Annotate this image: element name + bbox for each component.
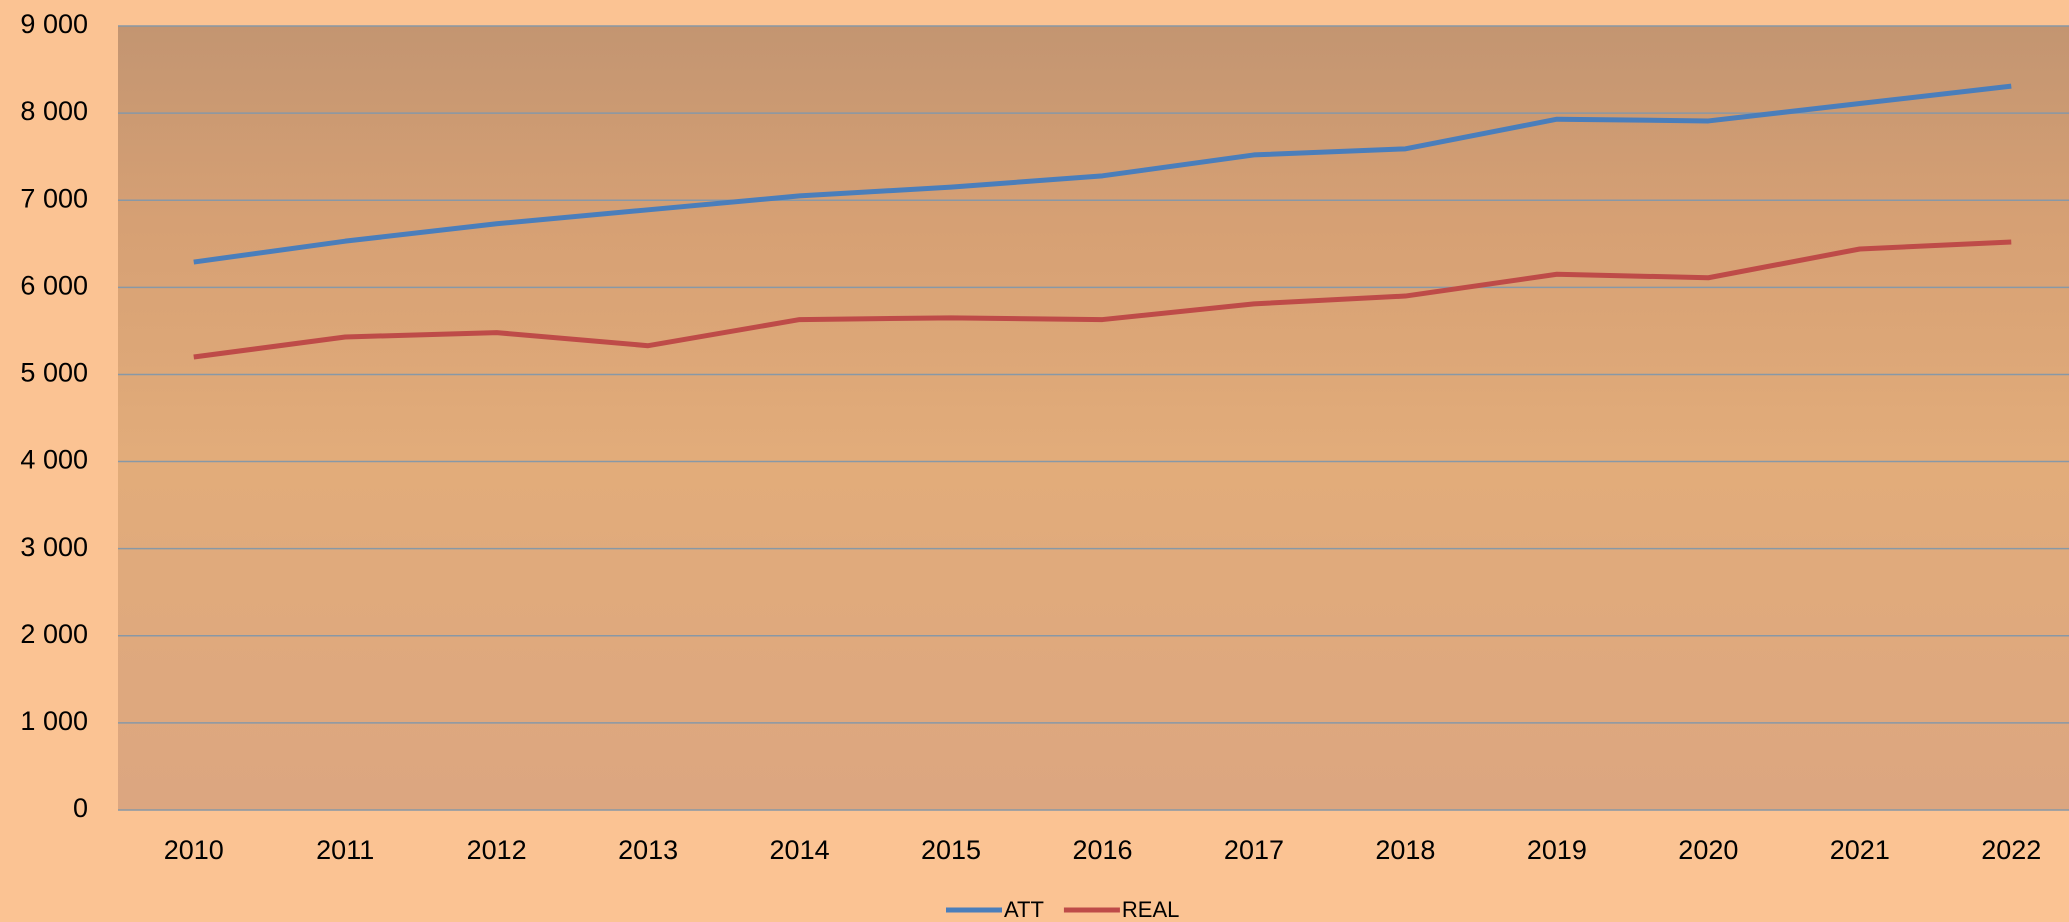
x-tick-label: 2016 bbox=[1072, 835, 1132, 865]
y-tick-label: 4 000 bbox=[20, 445, 88, 475]
plot-background bbox=[118, 26, 2069, 810]
x-tick-label: 2020 bbox=[1678, 835, 1738, 865]
line-series bbox=[193, 239, 2012, 360]
x-tick-label: 2019 bbox=[1527, 835, 1587, 865]
legend-item: ATT bbox=[946, 897, 1044, 922]
x-tick-label: 2015 bbox=[921, 835, 981, 865]
line-series bbox=[193, 83, 2012, 265]
x-tick-label: 2012 bbox=[467, 835, 527, 865]
y-tick-label: 8 000 bbox=[20, 96, 88, 126]
legend-item: REAL bbox=[1063, 897, 1179, 922]
y-tick-label: 5 000 bbox=[20, 358, 88, 388]
x-tick-label: 2017 bbox=[1224, 835, 1284, 865]
x-tick-label: 2010 bbox=[164, 835, 224, 865]
y-tick-label: 0 bbox=[73, 793, 88, 823]
legend-label: REAL bbox=[1122, 897, 1179, 922]
y-tick-label: 7 000 bbox=[20, 183, 88, 213]
y-tick-label: 9 000 bbox=[20, 9, 88, 39]
x-tick-label: 2011 bbox=[316, 835, 374, 865]
y-tick-label: 6 000 bbox=[20, 270, 88, 300]
x-tick-label: 2018 bbox=[1375, 835, 1435, 865]
x-tick-label: 2021 bbox=[1830, 835, 1890, 865]
y-tick-label: 1 000 bbox=[20, 706, 88, 736]
x-tick-label: 2014 bbox=[770, 835, 830, 865]
x-tick-label: 2022 bbox=[1981, 835, 2041, 865]
x-tick-label: 2013 bbox=[618, 835, 678, 865]
legend-label: ATT bbox=[1004, 897, 1044, 922]
y-tick-label: 2 000 bbox=[20, 619, 88, 649]
y-tick-label: 3 000 bbox=[20, 532, 88, 562]
